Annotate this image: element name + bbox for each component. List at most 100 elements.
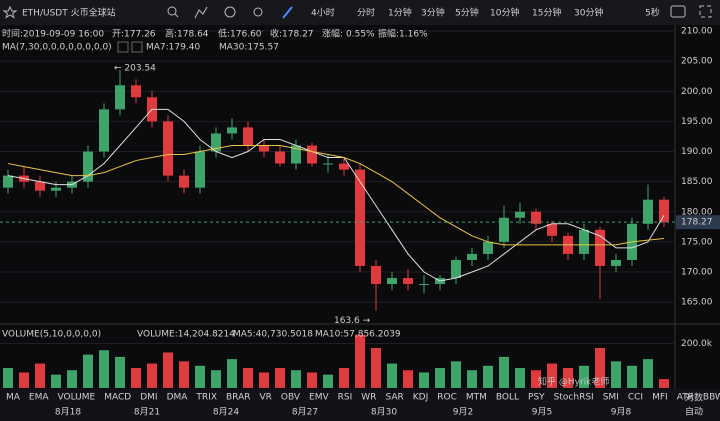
indicator-tab[interactable]: WR bbox=[361, 393, 376, 403]
volume-bar bbox=[611, 361, 621, 388]
indicator-tab[interactable]: BOLL bbox=[496, 393, 519, 403]
candle-body bbox=[115, 85, 125, 110]
indicator-tab[interactable]: TRIX bbox=[195, 393, 217, 403]
interval[interactable]: 3分钟 bbox=[421, 7, 445, 19]
interval[interactable]: 30分钟 bbox=[574, 7, 603, 19]
search-icon bbox=[174, 13, 179, 18]
volume-bar bbox=[339, 368, 349, 388]
draw-icon[interactable] bbox=[282, 6, 293, 19]
volume-bar bbox=[115, 356, 125, 388]
legend-button[interactable] bbox=[131, 41, 143, 53]
indicator-tab[interactable]: EMV bbox=[309, 393, 329, 403]
candle-body bbox=[355, 169, 365, 266]
candle-body bbox=[531, 211, 541, 224]
indicator-tab[interactable]: ROC bbox=[437, 393, 457, 403]
indicator-tab[interactable]: SMI bbox=[603, 393, 619, 403]
volume-bar bbox=[307, 372, 317, 388]
indicator-tab[interactable]: MFI bbox=[652, 393, 668, 403]
candle-body bbox=[659, 199, 669, 223]
volume-bar bbox=[67, 370, 77, 388]
candle-body bbox=[307, 145, 317, 164]
volume-bar bbox=[259, 372, 269, 388]
x-tick-label: 8月18 bbox=[55, 407, 81, 418]
candle-body bbox=[163, 121, 173, 176]
settings-icon[interactable] bbox=[224, 6, 236, 18]
volume-bar bbox=[163, 352, 173, 388]
interval[interactable]: 分时 bbox=[357, 7, 375, 19]
indicator-tab[interactable]: StochRSI bbox=[554, 393, 594, 403]
candle-body bbox=[227, 127, 237, 134]
ma-legend: MA(7,30,0,0,0,0,0,0,0,0) bbox=[2, 43, 112, 53]
ma-legend: MA7:179.40 bbox=[146, 43, 200, 53]
indicator-tab[interactable]: SAR bbox=[385, 393, 403, 403]
volume-bar bbox=[3, 368, 13, 388]
volume-bar bbox=[579, 365, 589, 388]
volume-bar bbox=[547, 363, 557, 388]
candle-body bbox=[3, 175, 13, 188]
candle-body bbox=[515, 211, 525, 218]
legend-button[interactable] bbox=[117, 41, 129, 53]
symbol[interactable]: ETH/USDT 火币全球站 bbox=[22, 7, 116, 19]
volume-bar bbox=[563, 368, 573, 388]
candle-body bbox=[467, 253, 477, 260]
volume-bar bbox=[227, 359, 237, 388]
y-tick-label: 195.00 bbox=[681, 117, 713, 127]
volume-bar bbox=[19, 372, 29, 388]
volume-bar bbox=[419, 372, 429, 388]
volume-bar bbox=[499, 356, 509, 388]
indicator-tab[interactable]: DMA bbox=[167, 393, 189, 403]
indicator-tab[interactable]: ATR bbox=[677, 393, 694, 403]
active-interval[interactable]: 4小时 bbox=[311, 7, 335, 19]
theme-icon[interactable] bbox=[253, 7, 263, 17]
indicator-tab[interactable]: EMA bbox=[29, 393, 49, 403]
candle-body bbox=[259, 145, 269, 152]
indicator-tab[interactable]: VOLUME bbox=[58, 393, 96, 403]
indicator-tab[interactable]: MACD bbox=[104, 393, 131, 403]
interval[interactable]: 1分钟 bbox=[388, 7, 412, 19]
indicator-tab[interactable]: OBV bbox=[281, 393, 301, 403]
volume-bar bbox=[403, 370, 413, 388]
indicator-tab[interactable]: DMI bbox=[140, 393, 157, 403]
axis-button[interactable]: 自动 bbox=[685, 406, 703, 418]
indicator-tab[interactable]: MA bbox=[6, 393, 21, 403]
indicator-tab[interactable]: MTM bbox=[466, 393, 487, 403]
star-icon[interactable] bbox=[2, 5, 18, 19]
indicator-tab[interactable]: BBW bbox=[703, 393, 720, 403]
intervals: 分时 1分钟 3分钟 5分钟 10分钟 15分钟 30分钟 bbox=[357, 7, 603, 19]
interval[interactable]: 15分钟 bbox=[532, 7, 561, 19]
y-tick-label: 190.00 bbox=[681, 147, 713, 157]
refresh[interactable]: 5秒 bbox=[645, 7, 660, 19]
candle-body bbox=[419, 284, 429, 286]
fullscreen-icon[interactable] bbox=[699, 5, 712, 18]
indicator-tab[interactable]: BRAR bbox=[226, 393, 250, 403]
candle-body bbox=[131, 85, 141, 98]
volume-bar bbox=[435, 368, 445, 388]
indicator-tab[interactable]: PSY bbox=[528, 393, 545, 403]
indicator-tab[interactable]: KDJ bbox=[413, 393, 429, 403]
volume-bar bbox=[195, 365, 205, 388]
candle-body bbox=[51, 187, 61, 191]
x-tick-label: 8月30 bbox=[371, 407, 397, 418]
x-tick-label: 9月2 bbox=[453, 407, 473, 418]
axis-button[interactable]: 对数 bbox=[685, 392, 703, 404]
indicator-tab[interactable]: RSI bbox=[338, 393, 353, 403]
candle-body bbox=[387, 278, 397, 285]
interval[interactable]: 10分钟 bbox=[490, 7, 519, 19]
volume-bar bbox=[595, 348, 605, 388]
interval[interactable]: 5分钟 bbox=[455, 7, 479, 19]
volume-bar bbox=[275, 368, 285, 388]
candle-body bbox=[371, 265, 381, 285]
indicator-tab[interactable]: CCI bbox=[628, 393, 643, 403]
candle-body bbox=[211, 133, 221, 152]
x-tick-label: 8月24 bbox=[213, 407, 239, 418]
candle-body bbox=[483, 241, 493, 254]
camera-icon[interactable] bbox=[670, 5, 686, 18]
candle-body bbox=[243, 127, 253, 146]
search-icon[interactable] bbox=[167, 6, 177, 16]
volume-bar bbox=[627, 365, 637, 388]
toolbar bbox=[0, 0, 720, 25]
volume-bar bbox=[291, 370, 301, 388]
indicator-tab[interactable]: VR bbox=[259, 393, 271, 403]
indicator-icon[interactable] bbox=[194, 6, 208, 19]
